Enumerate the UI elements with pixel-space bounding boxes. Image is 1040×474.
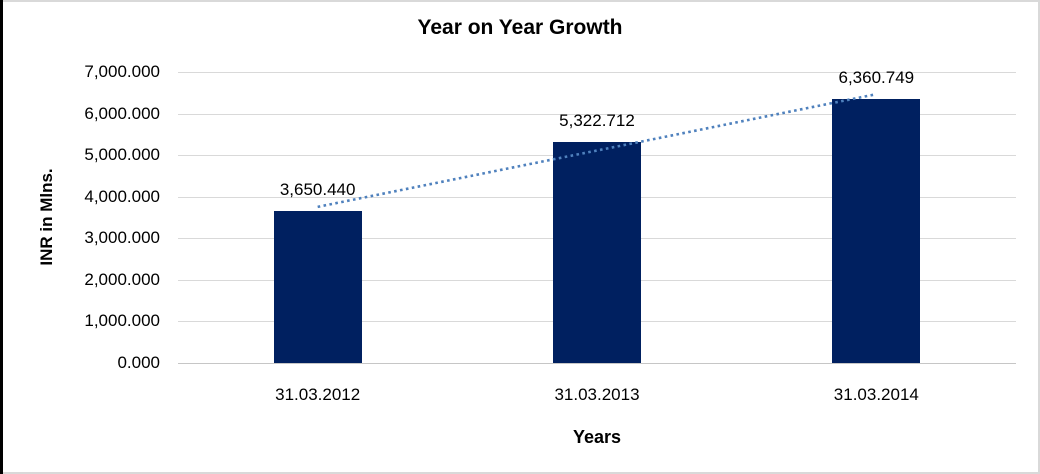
- y-tick-label: 2,000.000: [84, 269, 160, 289]
- y-tick-label: 4,000.000: [84, 186, 160, 206]
- y-tick-label: 7,000.000: [84, 62, 160, 81]
- frame-border-top: [0, 0, 1040, 2]
- bar-31.03.2014: [832, 98, 921, 363]
- bar-data-label: 5,322.712: [559, 110, 635, 130]
- frame-border-bottom: [0, 472, 1040, 474]
- x-axis-line: [178, 363, 1016, 364]
- y-axis-title: INR in Mlns.: [37, 168, 56, 266]
- trendline: [317, 92, 877, 209]
- y-tick-label: 1,000.000: [84, 311, 160, 331]
- y-tick-label: 3,000.000: [84, 228, 160, 248]
- bar-31.03.2013: [553, 141, 641, 363]
- trendline-svg: [317, 92, 877, 209]
- x-tick-label: 31.03.2012: [275, 385, 361, 404]
- x-tick-label: 31.03.2014: [833, 385, 919, 404]
- y-tick-label: 0.000: [117, 353, 160, 372]
- bar-data-label: 3,650.440: [279, 180, 356, 200]
- plot-area: [178, 72, 1016, 364]
- x-tick-label: 31.03.2013: [554, 385, 640, 404]
- x-axis-title: Years: [572, 427, 622, 447]
- frame-border-left: [0, 0, 3, 474]
- frame-border-right: [1038, 0, 1040, 474]
- y-tick-label: 5,000.000: [84, 145, 160, 165]
- y-tick-label: 6,000.000: [84, 103, 160, 123]
- bar-data-label: 6,360.749: [838, 67, 915, 87]
- gridline: [178, 72, 1016, 73]
- bar-31.03.2012: [273, 211, 362, 363]
- gridline: [178, 113, 1016, 115]
- chart-title: Year on Year Growth: [417, 16, 623, 39]
